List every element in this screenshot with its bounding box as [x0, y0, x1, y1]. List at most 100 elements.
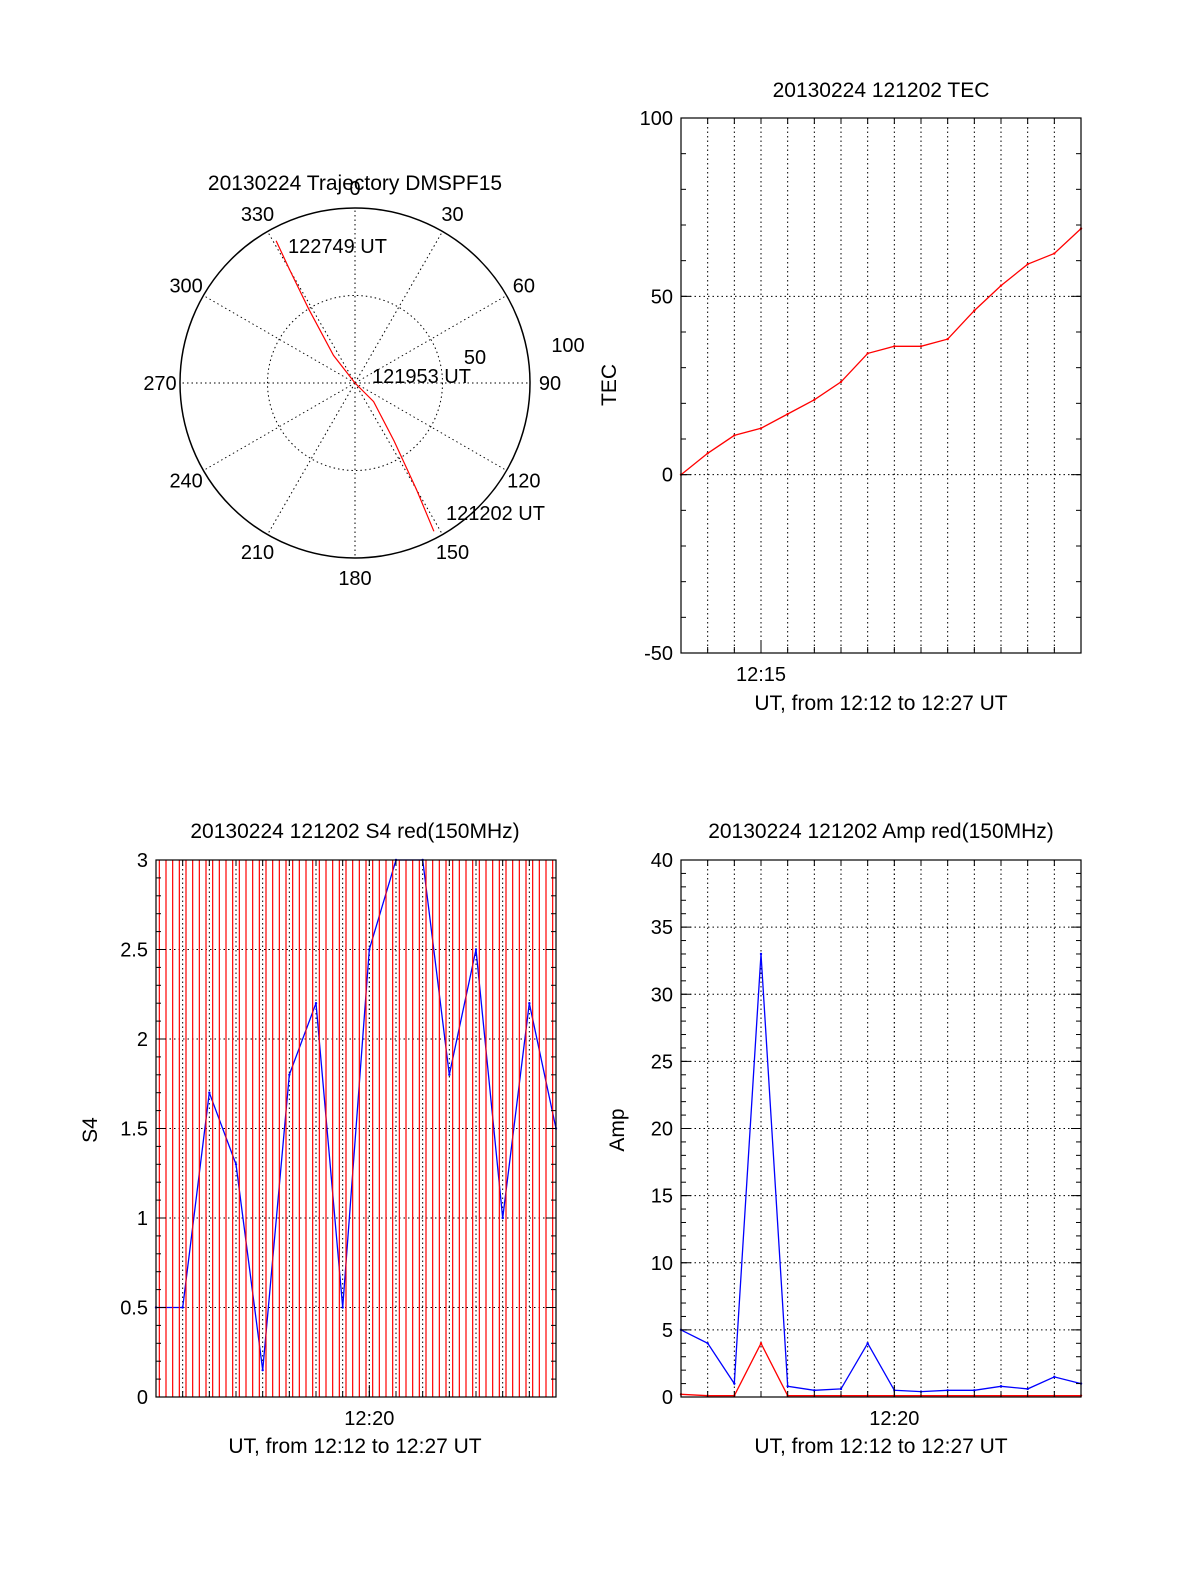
amp-chart: 20130224 121202 Amp red(150MHz) 0 5 10 15 20…	[606, 820, 1083, 1458]
series-0-point	[839, 380, 843, 384]
polar-inner-circle	[267, 295, 443, 471]
series-1	[158, 860, 554, 1397]
polar-angle-label-150: 150	[436, 542, 469, 564]
polar-title: 20130224 Trajectory DMSPF15	[208, 172, 502, 195]
series-0-point	[893, 345, 896, 348]
polar-angle-label-30: 30	[441, 204, 463, 226]
series-0-point	[1026, 263, 1029, 266]
y-tick-label: 0.5	[120, 1298, 148, 1320]
polar-outer-circle	[179, 207, 531, 559]
series-0-point	[1053, 252, 1056, 255]
series-1-point	[759, 1342, 763, 1345]
polar-angle-label-60: 60	[513, 276, 535, 298]
y-tick-label: 2.5	[120, 940, 148, 962]
amp-title: 20130224 121202 Amp red(150MHz)	[708, 820, 1054, 843]
polar-angle-label-90: 90	[539, 373, 561, 395]
series-0-point	[341, 1306, 344, 1309]
tec-grid	[681, 118, 1081, 653]
series-0-point	[786, 412, 789, 416]
polar-spoke-210	[267, 382, 356, 535]
y-tick-label: 20	[651, 1119, 673, 1141]
series-0-point	[314, 1002, 318, 1005]
y-tick-label: 15	[651, 1186, 673, 1208]
series-0-point	[946, 1389, 949, 1392]
s4-y-ticks: 0 0.5 1 1.5 2 2.5 3	[120, 850, 556, 1409]
polar-trajectory-line	[275, 240, 435, 532]
series-0-point	[208, 1091, 211, 1094]
y-tick-label: 50	[651, 286, 673, 308]
series-0-point	[181, 1306, 184, 1309]
polar-angle-label-210: 210	[241, 542, 274, 564]
series-0-point	[261, 1368, 264, 1372]
amp-y-ticks: 0 5 10 15 20 25 30 35 40	[651, 850, 1081, 1409]
s4-grid	[156, 860, 556, 1397]
s4-x-axis-label: UT, from 12:12 to 12:27 UT	[228, 1435, 481, 1458]
polar-chart: 20130224 Trajectory DMSPF15 0 30 60 90 120 15…	[143, 172, 584, 590]
y-tick-label: 40	[651, 850, 673, 872]
polar-angle-label-270: 270	[143, 373, 176, 395]
series-0-point	[973, 1389, 976, 1392]
series-0-point	[759, 952, 763, 956]
tec-data	[679, 227, 1083, 476]
x-tick-label: 12:20	[869, 1408, 919, 1430]
series-0-point	[946, 337, 949, 341]
series-0-point	[919, 345, 923, 348]
polar-angle-labels: 0 30 60 90 120 150 180 210 240 270 300 330	[143, 178, 561, 590]
tec-y-axis-label: TEC	[598, 364, 621, 406]
series-1-line	[680, 1341, 1081, 1397]
amp-x-axis-label: UT, from 12:12 to 12:27 UT	[754, 1435, 1007, 1458]
y-tick-label: 30	[651, 984, 673, 1006]
series-0-line	[680, 953, 1082, 1393]
y-tick-label: 1	[137, 1208, 148, 1230]
polar-angle-label-300: 300	[169, 276, 202, 298]
amp-y-axis-label: Amp	[606, 1108, 629, 1151]
series-0-point	[813, 1389, 816, 1392]
y-tick-label: 3	[137, 850, 148, 872]
series-0-point	[973, 309, 976, 312]
y-tick-label: 0	[662, 1387, 673, 1409]
polar-angle-label-120: 120	[507, 471, 540, 493]
polar-annotation-start: 121202 UT	[446, 503, 545, 525]
polar-annotation-end: 122749 UT	[288, 236, 387, 258]
tec-chart: 20130224 121202 TEC -50 0 50 100 12:15 UT, …	[598, 79, 1083, 715]
polar-angle-label-0: 0	[349, 178, 360, 200]
y-tick-label: -50	[644, 643, 673, 665]
x-tick-label: 12:15	[736, 664, 786, 686]
y-tick-label: 1.5	[120, 1119, 148, 1141]
y-tick-label: 2	[137, 1029, 148, 1051]
series-0-point	[501, 1216, 504, 1220]
series-0-point	[839, 1387, 843, 1391]
series-0-point	[733, 434, 736, 437]
series-0-point	[1053, 1375, 1056, 1379]
series-0-point	[999, 1385, 1003, 1388]
y-tick-label: 100	[640, 108, 673, 130]
series-0-point	[528, 1002, 531, 1005]
series-0-point	[706, 452, 709, 455]
y-tick-label: 10	[651, 1253, 673, 1275]
polar-annotation-mid: 121953 UT	[372, 366, 471, 388]
tec-frame	[680, 117, 1082, 654]
tec-x-axis-label: UT, from 12:12 to 12:27 UT	[754, 692, 1007, 715]
series-0-point	[866, 1342, 869, 1345]
series-0-point	[474, 948, 478, 951]
s4-chart: 20130224 121202 S4 red(150MHz) 0 0.5 1 1.5 2…	[79, 820, 558, 1458]
series-0-point	[1026, 1387, 1029, 1391]
polar-angle-label-240: 240	[169, 471, 202, 493]
series-0-point	[733, 1382, 736, 1385]
series-0-point	[999, 284, 1003, 287]
y-tick-label: 5	[662, 1320, 673, 1342]
s4-x-ticks: 12:20	[155, 860, 557, 1430]
series-0-point	[288, 1073, 291, 1077]
tec-x-ticks: 12:15	[680, 118, 1082, 686]
tec-y-ticks: -50 0 50 100	[640, 108, 1081, 665]
s4-data	[154, 858, 558, 1397]
series-0-line	[680, 228, 1082, 476]
series-0-point	[234, 1163, 238, 1166]
series-0-point	[706, 1342, 709, 1345]
y-tick-label: 25	[651, 1051, 673, 1073]
s4-y-axis-label: S4	[79, 1117, 102, 1143]
polar-radial-tick-100: 100	[551, 335, 584, 357]
y-tick-label: 0	[662, 465, 673, 487]
polar-spoke-240	[203, 382, 356, 471]
series-0-line	[156, 859, 557, 1371]
